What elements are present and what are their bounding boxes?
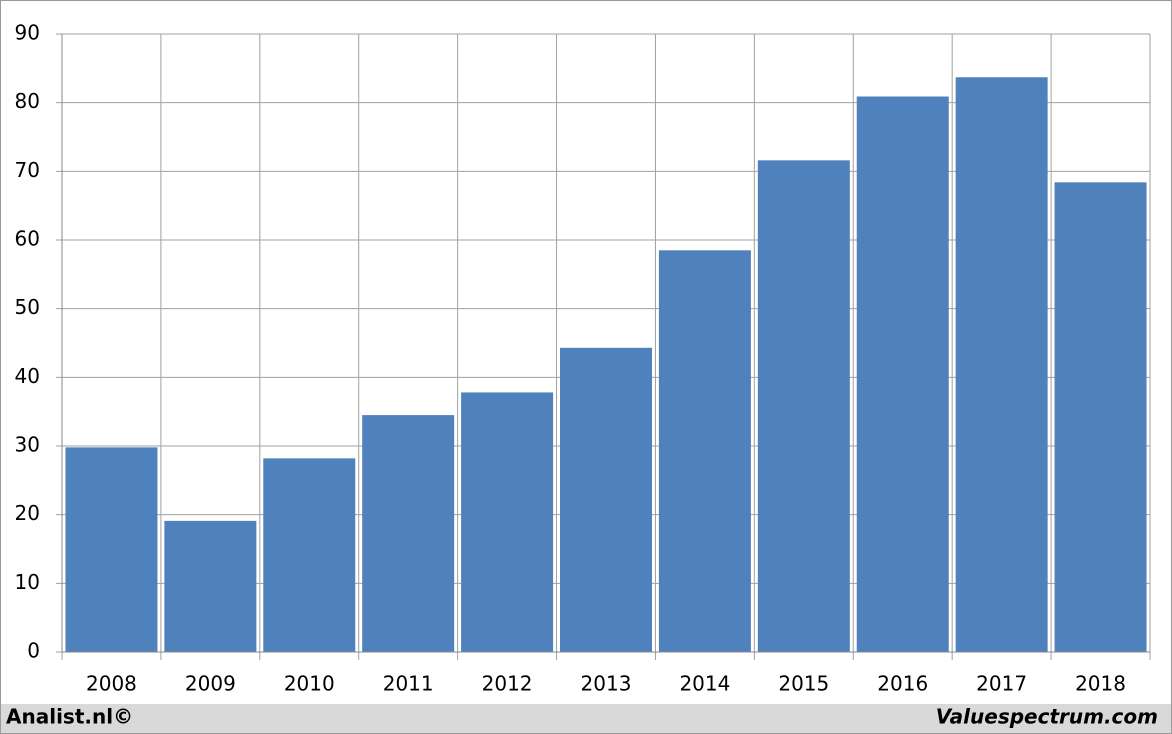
footer-right: Valuespectrum.com	[936, 705, 1158, 729]
x-tick-label: 2014	[679, 672, 730, 696]
x-tick-label: 2016	[877, 672, 928, 696]
bar	[461, 392, 554, 652]
bar	[757, 160, 850, 652]
x-tick-label: 2017	[976, 672, 1027, 696]
y-tick-label: 60	[15, 227, 40, 251]
footer-band	[1, 704, 1171, 733]
y-tick-label: 0	[27, 639, 40, 663]
bar	[263, 458, 356, 652]
y-tick-label: 50	[15, 295, 40, 319]
x-tick-label: 2012	[482, 672, 533, 696]
bar	[1054, 182, 1147, 652]
footer-left: Analist.nl©	[6, 705, 133, 729]
y-tick-label: 10	[15, 570, 40, 594]
bar	[362, 415, 455, 652]
x-tick-label: 2011	[383, 672, 434, 696]
y-tick-label: 30	[15, 433, 40, 457]
bar	[856, 96, 949, 652]
y-tick-label: 80	[15, 89, 40, 113]
bar	[164, 520, 257, 652]
y-tick-label: 70	[15, 158, 40, 182]
y-tick-label: 20	[15, 501, 40, 525]
x-tick-label: 2018	[1075, 672, 1126, 696]
x-tick-label: 2009	[185, 672, 236, 696]
bar	[560, 347, 652, 652]
x-tick-label: 2013	[581, 672, 632, 696]
y-tick-label: 40	[15, 364, 40, 388]
bar	[658, 250, 751, 653]
x-tick-label: 2015	[778, 672, 829, 696]
bar	[955, 77, 1048, 652]
bar	[65, 447, 158, 652]
x-tick-label: 2008	[86, 672, 137, 696]
x-tick-label: 2010	[284, 672, 335, 696]
y-tick-label: 90	[15, 21, 40, 45]
